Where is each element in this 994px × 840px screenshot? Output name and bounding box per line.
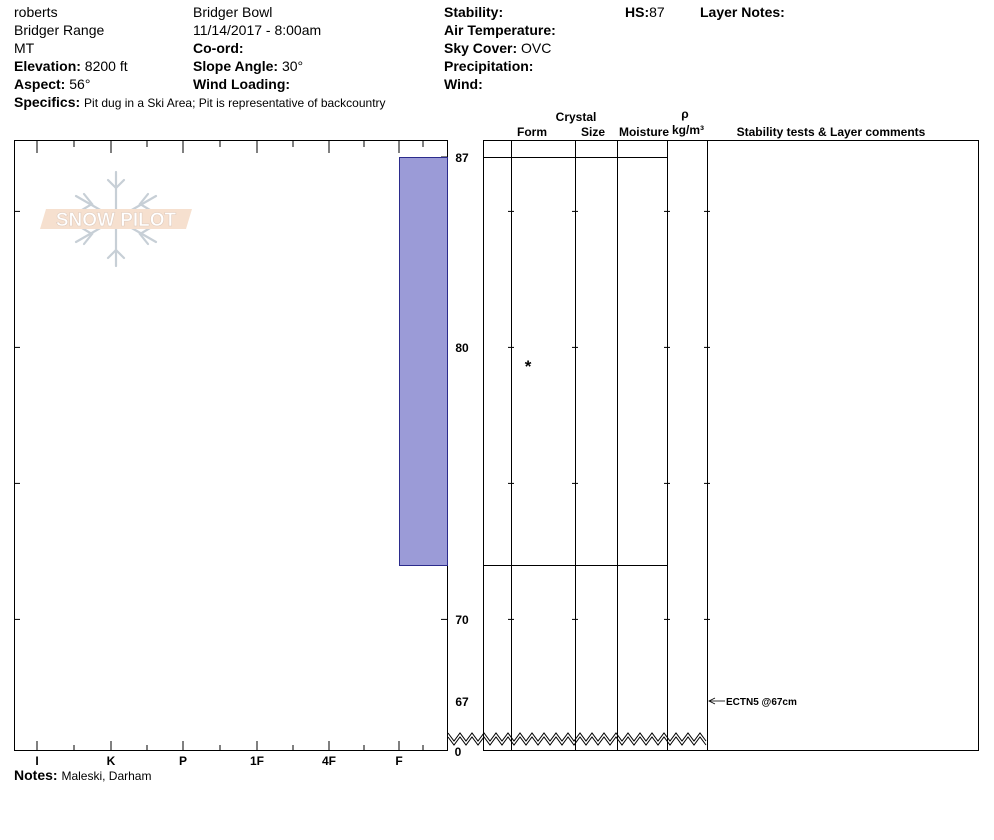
depth-label-70: 70 [455, 613, 469, 627]
density-unit-header: kg/m³ [671, 123, 704, 137]
size-header: Size [580, 125, 605, 139]
specifics-label: Specifics: [14, 94, 81, 110]
depth-label-0: 0 [455, 745, 462, 759]
hs-label: HS: [625, 4, 650, 20]
slope-angle: Slope Angle: 30° [193, 57, 303, 75]
state: MT [14, 40, 35, 56]
aspect-label: Aspect: [14, 76, 66, 92]
notes-label: Notes: [14, 767, 58, 783]
snow-height: HS:87 [625, 3, 665, 21]
column-dividers [511, 140, 708, 751]
hardness-layers [399, 157, 448, 566]
specifics: Specifics: Pit dug in a Ski Area; Pit is… [14, 93, 386, 111]
crystal-form-symbol: * [525, 357, 532, 376]
form-header: Form [517, 125, 547, 139]
logo-text: SNOW PILOT [56, 210, 177, 231]
snowpilot-logo: SNOW PILOT [40, 170, 192, 268]
depth-label-87: 87 [455, 151, 469, 165]
air-temperature-label: Air Temperature: [444, 22, 556, 38]
elevation-value: 8200 ft [84, 58, 128, 74]
notes: Notes: Maleski, Darham [14, 766, 151, 784]
depth-break-zigzag-lower [447, 736, 707, 746]
observer-name: roberts [14, 4, 58, 20]
crystal-header: Crystal [555, 110, 597, 124]
aspect: Aspect: 56° [14, 75, 90, 93]
hs-value: 87 [649, 4, 665, 20]
stability-test-marker: ECTN5 @67cm [708, 697, 797, 708]
rho-header: ρ [681, 107, 689, 121]
hardness-scale-labels: I K P 1F 4F F [35, 754, 402, 768]
hardness-label-1F: 1F [250, 754, 264, 768]
hardness-ticks [36, 141, 424, 751]
depth-labels: 87 80 70 67 0 [455, 151, 469, 759]
layer-notes-label: Layer Notes: [700, 4, 785, 20]
layer-boundaries [484, 157, 667, 566]
hardness-label-K: K [107, 754, 116, 768]
depth-label-80: 80 [455, 341, 469, 355]
hardness-plot-frame [14, 140, 448, 751]
stability-comments-header: Stability tests & Layer comments [736, 125, 926, 139]
depth-label-67: 67 [455, 695, 469, 709]
sky-cover: Sky Cover: OVC [444, 39, 551, 57]
depth-break-zigzag [447, 732, 707, 742]
mountain-range: Bridger Range [14, 22, 105, 38]
notes-value: Maleski, Darham [61, 769, 152, 783]
stability-label: Stability: [444, 4, 504, 20]
slope-label: Slope Angle: [193, 58, 279, 74]
specifics-value: Pit dug in a Ski Area; Pit is representa… [84, 96, 386, 110]
table-depth-ticks [508, 210, 710, 620]
hardness-label-P: P [179, 754, 187, 768]
moisture-header: Moisture [618, 125, 669, 139]
elevation: Elevation: 8200 ft [14, 57, 128, 75]
wind-loading-label: Wind Loading: [193, 76, 291, 92]
precipitation-label: Precipitation: [444, 58, 534, 74]
hardness-label-F: F [395, 754, 402, 768]
location: Bridger Bowl [193, 4, 273, 20]
hardness-layer-bar-0 [399, 157, 448, 566]
aspect-value: 56° [69, 76, 91, 92]
coord-label: Co-ord: [193, 40, 244, 56]
hardness-label-I: I [35, 754, 38, 768]
sky-cover-value: OVC [521, 40, 552, 56]
elevation-label: Elevation: [14, 58, 81, 74]
date-time: 11/14/2017 - 8:00am [193, 22, 322, 38]
sky-cover-label: Sky Cover: [444, 40, 518, 56]
hardness-label-4F: 4F [322, 754, 336, 768]
wind-label: Wind: [444, 76, 483, 92]
stability-test-label: ECTN5 @67cm [726, 697, 797, 708]
layer-table-frame [483, 140, 979, 751]
slope-value: 30° [281, 58, 304, 74]
